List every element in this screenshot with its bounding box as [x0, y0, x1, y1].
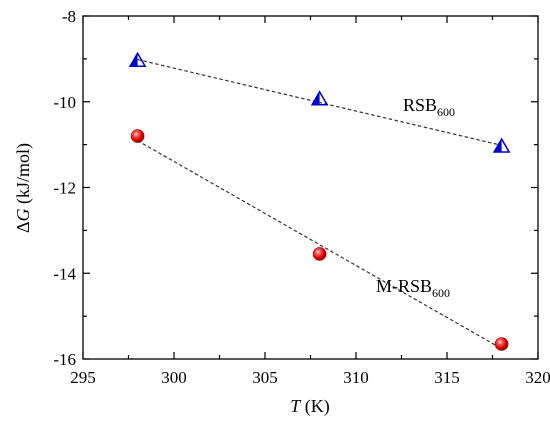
series-label-rsb600-subscript: 600 — [437, 105, 455, 119]
triangle-outline — [310, 90, 329, 106]
y-tick-label: -16 — [53, 350, 76, 369]
data-point-m-rsb600 — [494, 337, 509, 351]
triangle-outline — [492, 137, 511, 153]
x-tick-label: 315 — [434, 368, 460, 387]
y-tick-label: -12 — [53, 179, 76, 198]
y-tick-label: -14 — [53, 264, 76, 283]
series-label-m-rsb600-subscript: 600 — [432, 286, 450, 300]
y-tick-label: -10 — [53, 93, 76, 112]
fit-line-m-rsb600 — [137, 140, 502, 350]
series-label-m-rsb600: M-RSB600 — [376, 276, 450, 300]
x-tick-label: 310 — [343, 368, 369, 387]
plot-frame — [82, 15, 539, 360]
series-label-rsb600: RSB600 — [403, 95, 455, 119]
x-tick-label: 305 — [252, 368, 278, 387]
data-markers — [128, 51, 511, 351]
y-axis-title: ΔG (kJ/mol) — [13, 143, 34, 233]
triangle-outline — [128, 51, 147, 67]
data-point-m-rsb600 — [312, 247, 327, 261]
data-point-rsb600 — [128, 51, 147, 67]
y-tick-label: -8 — [62, 7, 76, 26]
x-tick-label: 300 — [161, 368, 187, 387]
x-tick-label: 320 — [525, 368, 550, 387]
x-tick-label: 295 — [70, 368, 96, 387]
y-axis-ticks: -16 -14 -12 -10 -8 — [53, 7, 538, 369]
x-axis-ticks: 295 300 305 310 315 320 — [70, 16, 550, 387]
data-point-rsb600 — [492, 137, 511, 153]
x-axis-title: T (K) — [290, 396, 330, 417]
data-point-m-rsb600 — [130, 129, 145, 143]
data-point-rsb600 — [310, 90, 329, 106]
